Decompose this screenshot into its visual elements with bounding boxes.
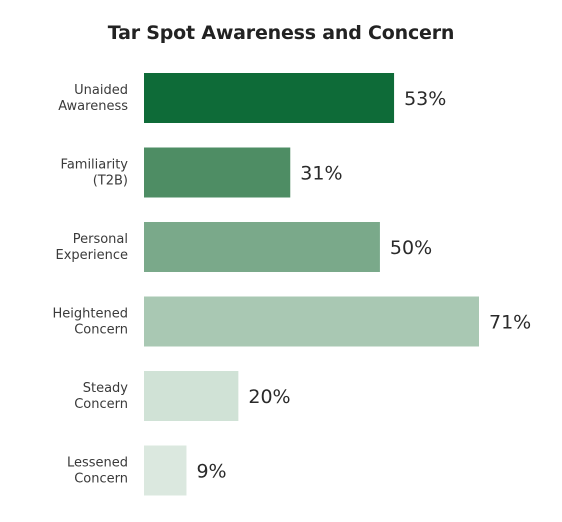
value-label-0: 53% xyxy=(404,88,446,110)
category-label-2-line-0: Personal xyxy=(73,232,128,247)
category-label-3-line-1: Concern xyxy=(74,323,128,338)
chart-title: Tar Spot Awareness and Concern xyxy=(107,22,455,44)
value-label-1: 31% xyxy=(300,163,342,185)
bar-1 xyxy=(144,147,291,198)
category-label-2-line-1: Experience xyxy=(56,248,129,263)
category-label-4-line-1: Concern xyxy=(74,397,128,412)
value-label-5: 9% xyxy=(196,461,226,483)
bar-4 xyxy=(144,371,239,421)
category-label-1: Familiarity (T2B) xyxy=(61,158,129,189)
category-label-4-line-0: Steady xyxy=(83,381,129,396)
category-label-4: Steady Concern xyxy=(74,381,128,412)
bar-3 xyxy=(144,296,479,347)
value-label-3: 71% xyxy=(489,312,531,334)
bar-2 xyxy=(144,222,380,272)
category-label-1-line-0: Familiarity xyxy=(61,158,129,173)
category-label-0-line-0: Unaided xyxy=(74,83,128,98)
category-label-3: Heightened Concern xyxy=(53,307,128,338)
value-label-2: 50% xyxy=(390,237,432,259)
category-label-1-line-1: (T2B) xyxy=(93,174,128,189)
category-label-2: Personal Experience xyxy=(56,232,129,263)
value-label-4: 20% xyxy=(248,386,290,408)
category-label-5-line-1: Concern xyxy=(74,472,128,487)
bar-0 xyxy=(144,73,395,123)
category-label-5-line-0: Lessened xyxy=(67,456,128,471)
category-label-0: Unaided Awareness xyxy=(58,83,128,114)
bar-5 xyxy=(144,445,187,496)
category-label-0-line-1: Awareness xyxy=(58,99,128,114)
category-label-5: Lessened Concern xyxy=(67,456,128,487)
category-label-3-line-0: Heightened xyxy=(53,307,128,322)
